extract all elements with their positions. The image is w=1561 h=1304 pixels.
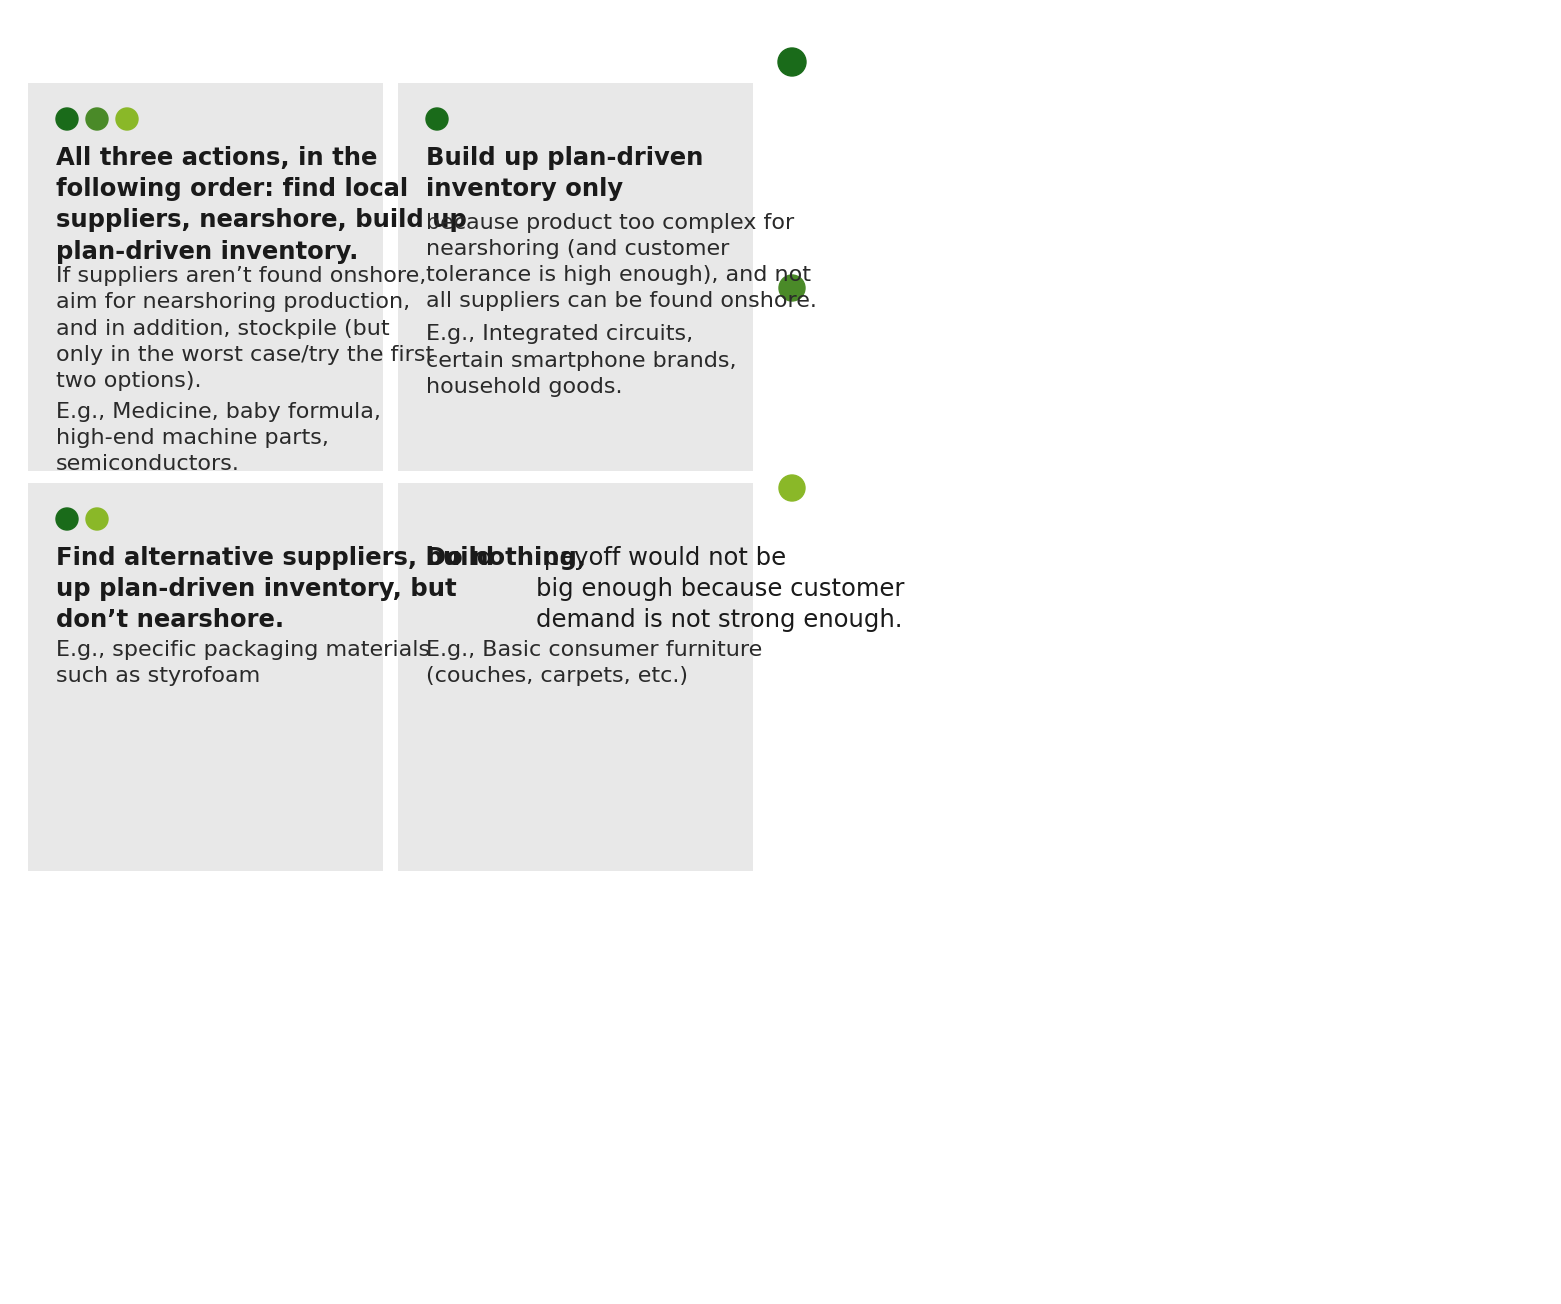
Text: because product too complex for
nearshoring (and customer
tolerance is high enou: because product too complex for nearshor… — [426, 213, 816, 312]
Text: Do nothing,: Do nothing, — [426, 546, 585, 570]
Circle shape — [56, 108, 78, 130]
Text: If suppliers aren’t found onshore,
aim for nearshoring production,
and in additi: If suppliers aren’t found onshore, aim f… — [56, 266, 434, 391]
FancyBboxPatch shape — [28, 83, 382, 471]
Text: All three actions, in the
following order: find local
suppliers, nearshore, buil: All three actions, in the following orde… — [56, 146, 467, 263]
Circle shape — [426, 108, 448, 130]
Text: E.g., Integrated circuits,
certain smartphone brands,
household goods.: E.g., Integrated circuits, certain smart… — [426, 325, 737, 396]
Text: Find alternative suppliers, build
up plan-driven inventory, but
don’t nearshore.: Find alternative suppliers, build up pla… — [56, 546, 495, 632]
FancyBboxPatch shape — [398, 482, 752, 871]
Text: E.g., Medicine, baby formula,
high-end machine parts,
semiconductors.: E.g., Medicine, baby formula, high-end m… — [56, 402, 381, 475]
Circle shape — [86, 108, 108, 130]
Text: Build up plan-driven
inventory only: Build up plan-driven inventory only — [426, 146, 704, 201]
Circle shape — [779, 475, 805, 501]
FancyBboxPatch shape — [28, 482, 382, 871]
Text: E.g., Basic consumer furniture
(couches, carpets, etc.): E.g., Basic consumer furniture (couches,… — [426, 640, 762, 686]
Circle shape — [86, 509, 108, 529]
Text: payoff would not be
big enough because customer
demand is not strong enough.: payoff would not be big enough because c… — [535, 546, 904, 632]
Circle shape — [779, 275, 805, 301]
Circle shape — [777, 48, 805, 76]
Text: E.g., specific packaging materials
such as styrofoam: E.g., specific packaging materials such … — [56, 640, 431, 686]
Circle shape — [116, 108, 137, 130]
FancyBboxPatch shape — [398, 83, 752, 471]
Circle shape — [56, 509, 78, 529]
